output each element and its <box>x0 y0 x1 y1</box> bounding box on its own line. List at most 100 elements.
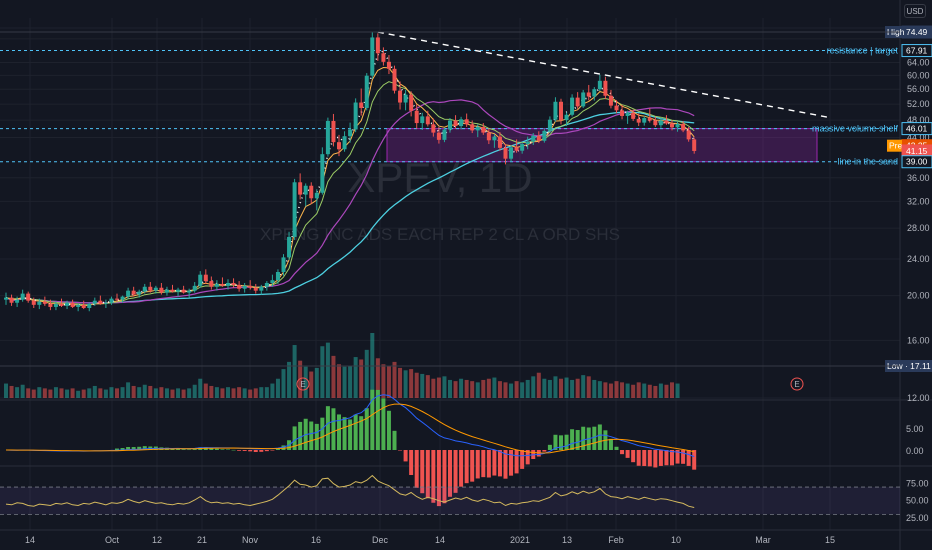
volume-bar <box>597 381 602 398</box>
candle-body <box>26 293 31 301</box>
volume-bar <box>137 387 142 398</box>
volume-bar <box>431 378 436 398</box>
candle-body <box>403 94 408 103</box>
volume-bar <box>603 382 608 398</box>
candle-body <box>209 281 214 287</box>
candle-body <box>170 289 175 292</box>
candle-body <box>497 136 502 148</box>
price-axis-tick: 44.00 <box>907 133 930 143</box>
macd-histogram-bar <box>681 450 686 464</box>
rsi-axis-tick: 25.00 <box>906 513 929 523</box>
volume-bar <box>31 389 36 398</box>
macd-histogram-bar <box>403 450 408 462</box>
macd-histogram-bar <box>542 450 547 452</box>
volume-bar <box>636 382 641 398</box>
candle-body <box>658 120 663 126</box>
volume-bar <box>176 388 181 398</box>
last-price-tag-value: 41.15 <box>906 146 928 156</box>
candle-body <box>464 119 469 125</box>
volume-bar <box>275 378 280 398</box>
macd-histogram-bar <box>581 426 586 450</box>
macd-histogram-bar <box>392 430 397 450</box>
candle-body <box>681 123 686 131</box>
candle-body <box>309 185 314 199</box>
candle-body <box>453 120 458 127</box>
macd-histogram-bar <box>353 414 358 450</box>
candle-body <box>115 298 119 300</box>
candle-body <box>597 80 602 90</box>
time-axis-tick: 10 <box>671 535 681 545</box>
volume-bar <box>503 382 508 398</box>
volume-bar <box>497 381 502 398</box>
macd-histogram-bar <box>492 450 497 476</box>
volume-bar <box>164 388 169 398</box>
candle-body <box>664 120 669 124</box>
volume-bar <box>514 381 519 398</box>
macd-histogram-bar <box>575 430 580 450</box>
candle-body <box>292 182 297 237</box>
macd-histogram-bar <box>226 449 230 450</box>
volume-bar <box>481 379 486 398</box>
volume-bar <box>675 383 680 398</box>
macd-histogram-bar <box>414 450 419 488</box>
candle-body <box>259 286 264 291</box>
volume-bar <box>337 364 341 398</box>
macd-histogram-bar <box>348 419 353 450</box>
volume-bar <box>120 387 125 398</box>
volume-bar <box>292 345 297 398</box>
candle-body <box>398 90 403 103</box>
volume-bar <box>348 365 353 398</box>
volume-bar <box>159 387 164 398</box>
earnings-marker-label: E <box>300 380 305 389</box>
shelf-price-tag-box <box>901 122 932 136</box>
volume-bar <box>614 381 619 398</box>
volume-bar <box>386 365 391 398</box>
candle-body <box>509 147 514 159</box>
rsi-band <box>0 487 900 515</box>
macd-histogram-bar <box>187 449 192 451</box>
macd-histogram-bar <box>553 434 558 450</box>
macd-histogram-bar <box>592 426 597 450</box>
macd-histogram-bar <box>464 450 469 484</box>
candle-body <box>42 301 47 304</box>
currency-badge[interactable]: USD <box>904 4 926 18</box>
macd-axis-tick: 5.00 <box>906 424 924 434</box>
volume-bar <box>381 364 386 398</box>
candle-body <box>9 297 14 303</box>
macd-signal-line <box>6 403 695 454</box>
candle-body <box>281 257 286 272</box>
candle-body <box>214 283 219 287</box>
macd-histogram-bar <box>192 449 197 450</box>
macd-histogram-bar <box>131 447 136 450</box>
macd-histogram-bar <box>209 448 214 450</box>
watermark-name: XPENG INC ADS EACH REP 2 CL A ORD SHS <box>260 225 620 244</box>
volume-bar <box>98 388 103 398</box>
time-axis-tick: Mar <box>755 535 771 545</box>
volume-bar <box>259 387 264 398</box>
candle-body <box>314 192 319 199</box>
candle-body <box>370 37 375 76</box>
volume-bar <box>15 387 20 398</box>
candle-body <box>120 296 125 300</box>
time-axis-tick: Dec <box>372 535 389 545</box>
volume-bar <box>581 375 586 398</box>
volume-bar <box>142 384 147 398</box>
candle-body <box>625 112 630 116</box>
candle-body <box>342 136 347 150</box>
volume-bar <box>553 376 558 398</box>
candle-body <box>303 185 308 195</box>
candle-body <box>470 124 475 131</box>
volume-bar <box>192 384 197 398</box>
price-axis-tick: 28.00 <box>907 223 930 233</box>
candle-body <box>375 37 380 54</box>
rsi-axis-tick: 50.00 <box>906 496 929 506</box>
candle-body <box>503 147 508 159</box>
volume-bar <box>126 382 131 398</box>
volume-bar <box>564 377 569 398</box>
macd-histogram-bar <box>176 448 181 450</box>
candle-body <box>337 142 341 150</box>
macd-histogram-bar <box>375 389 380 450</box>
macd-histogram-bar <box>253 450 258 452</box>
candle-body <box>514 147 519 151</box>
